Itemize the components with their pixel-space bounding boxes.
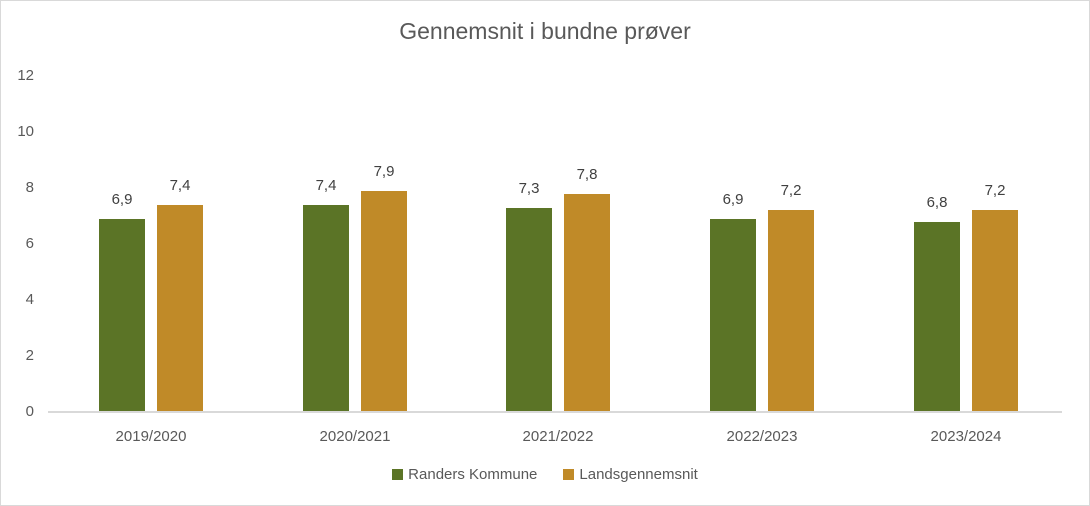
data-label: 7,2 (984, 182, 1006, 200)
bar (710, 218, 756, 412)
data-label: 7,8 (576, 165, 598, 183)
data-label: 7,4 (315, 176, 337, 194)
x-tick-label: 2021/2022 (522, 428, 594, 445)
bar (564, 193, 610, 412)
bar (768, 210, 814, 412)
bar (303, 204, 349, 412)
legend-swatch-icon (392, 469, 404, 480)
bar (99, 218, 145, 412)
x-tick-label: 2020/2021 (319, 428, 391, 445)
y-tick-label: 2 (25, 347, 34, 364)
data-label: 6,8 (926, 193, 948, 211)
legend-item-randers: Randers Kommune (392, 466, 537, 483)
bar (506, 207, 552, 412)
data-label: 7,9 (373, 162, 395, 180)
bar (157, 204, 203, 412)
bar (914, 221, 960, 412)
y-tick-label: 10 (17, 123, 34, 140)
data-label: 6,9 (111, 190, 133, 208)
legend-swatch-icon (563, 469, 575, 480)
x-tick-label: 2019/2020 (115, 428, 187, 445)
y-tick-label: 8 (25, 179, 34, 196)
data-label: 7,4 (169, 176, 191, 194)
y-tick-label: 12 (17, 67, 34, 84)
data-label: 7,2 (780, 182, 802, 200)
legend-label: Randers Kommune (408, 466, 538, 483)
x-axis-line (48, 411, 1062, 413)
legend: Randers Kommune Landsgennemsnit (0, 466, 1090, 483)
x-tick-label: 2023/2024 (930, 428, 1002, 445)
y-tick-label: 4 (25, 291, 34, 308)
y-tick-label: 6 (25, 235, 34, 252)
x-tick-label: 2022/2023 (726, 428, 798, 445)
data-label: 7,3 (518, 179, 540, 197)
legend-item-landsgennemsnit: Landsgennemsnit (563, 466, 698, 483)
data-label: 6,9 (722, 190, 744, 208)
y-tick-label: 0 (25, 403, 34, 420)
chart-title: Gennemsnit i bundne prøver (399, 18, 691, 44)
legend-label: Landsgennemsnit (579, 466, 698, 483)
bar (361, 190, 407, 412)
bar (972, 210, 1018, 412)
